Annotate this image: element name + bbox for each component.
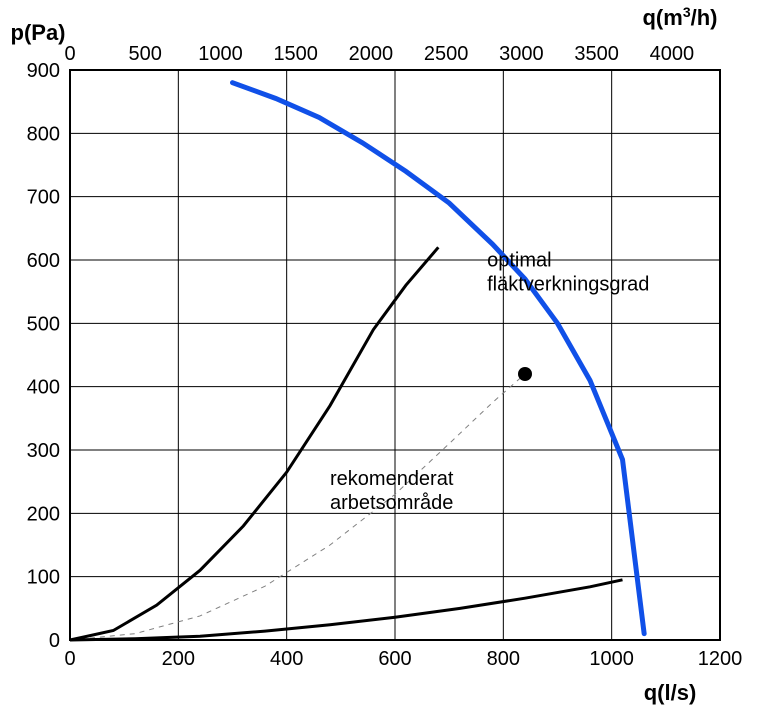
x-top-tick-label: 0 <box>64 43 75 65</box>
optimal-point-marker <box>518 367 532 381</box>
y-tick-label: 700 <box>27 187 60 209</box>
x-top-tick-label: 4000 <box>650 43 695 65</box>
y-tick-label: 500 <box>27 313 60 335</box>
x-top-tick-label: 500 <box>129 43 162 65</box>
y-axis-label: p(Pa) <box>11 20 66 45</box>
y-tick-label: 400 <box>27 377 60 399</box>
x-top-tick-label: 2000 <box>349 43 394 65</box>
y-tick-label: 300 <box>27 440 60 462</box>
x-bottom-axis-label: q(l/s) <box>644 680 697 705</box>
y-tick-label: 100 <box>27 567 60 589</box>
y-tick-label: 0 <box>49 630 60 652</box>
x-top-tick-label: 1500 <box>273 43 318 65</box>
annotation-recommended-line1: rekomenderat <box>330 468 454 490</box>
x-bottom-tick-label: 400 <box>270 648 303 670</box>
x-bottom-tick-label: 1200 <box>698 648 743 670</box>
x-top-tick-label: 2500 <box>424 43 469 65</box>
fan-performance-chart: 0100200300400500600700800900020040060080… <box>0 0 768 714</box>
annotation-recommended-line2: arbetsområde <box>330 492 453 514</box>
x-top-tick-label: 3500 <box>574 43 619 65</box>
x-bottom-tick-label: 600 <box>378 648 411 670</box>
x-bottom-tick-label: 800 <box>487 648 520 670</box>
x-top-axis-label: q(m3/h) <box>642 4 717 30</box>
annotation-optimal-line1: optimal <box>487 249 551 271</box>
x-bottom-tick-label: 1000 <box>589 648 634 670</box>
x-top-tick-label: 3000 <box>499 43 544 65</box>
x-bottom-tick-label: 0 <box>64 648 75 670</box>
y-tick-label: 800 <box>27 123 60 145</box>
y-tick-label: 600 <box>27 250 60 272</box>
x-bottom-tick-label: 200 <box>162 648 195 670</box>
y-tick-label: 900 <box>27 60 60 82</box>
annotation-optimal-line2: fläktverkningsgrad <box>487 273 649 295</box>
y-tick-label: 200 <box>27 503 60 525</box>
x-top-tick-label: 1000 <box>198 43 243 65</box>
chart-svg: 0100200300400500600700800900020040060080… <box>0 0 768 714</box>
